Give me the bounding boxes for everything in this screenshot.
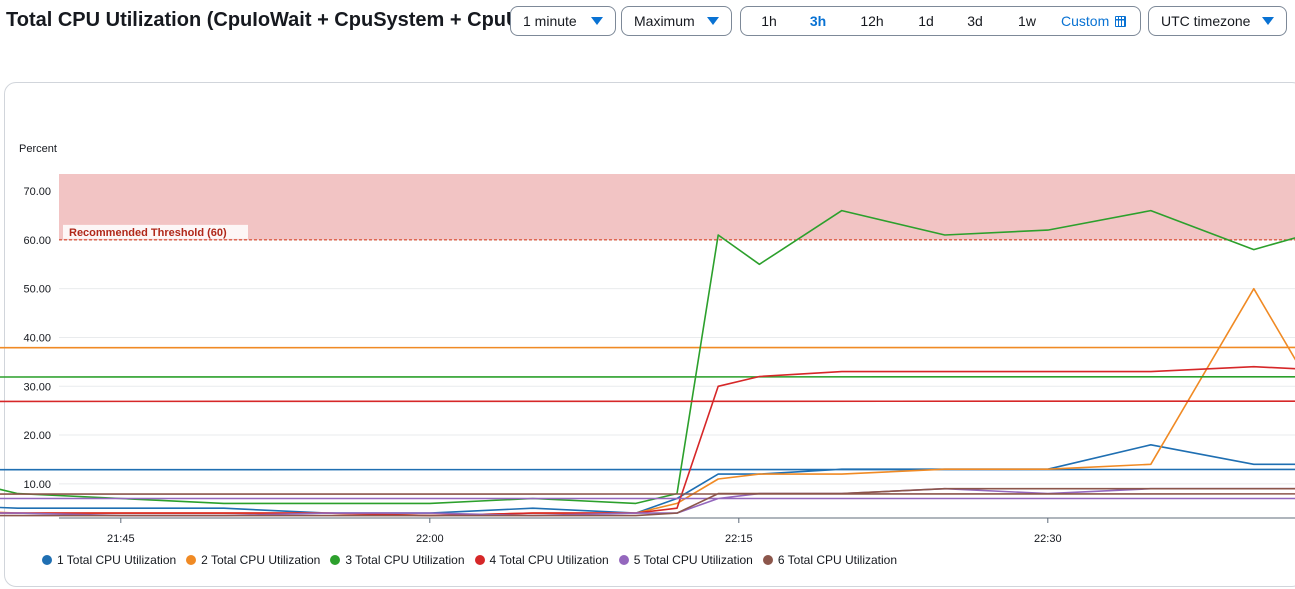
x-tick-label: 22:15 — [725, 533, 753, 545]
range-1w[interactable]: 1w — [1018, 13, 1036, 29]
legend-item-6[interactable]: 6 Total CPU Utilization — [762, 553, 898, 567]
y-axis-label: Percent — [19, 143, 57, 155]
y-tick-label: 30.00 — [23, 381, 51, 393]
legend-swatch — [474, 555, 485, 565]
series-line-3 — [0, 209, 1295, 505]
timezone-value: UTC timezone — [1161, 13, 1251, 29]
legend-label: 3 Total CPU Utilization — [345, 553, 465, 567]
y-tick-label: 70.00 — [23, 186, 51, 198]
series-line-4 — [0, 365, 1295, 517]
threshold-label: Recommended Threshold (60) — [69, 227, 227, 239]
legend-item-2[interactable]: 2 Total CPU Utilization — [186, 553, 320, 567]
x-tick-label: 21:45 — [107, 533, 135, 545]
legend-label: 1 Total CPU Utilization — [57, 553, 177, 567]
period-dropdown[interactable]: 1 minute — [510, 6, 616, 36]
legend-swatch — [762, 555, 773, 565]
legend: 1 Total CPU Utilization 2 Total CPU Utili… — [42, 553, 897, 567]
statistic-value: Maximum — [634, 13, 695, 29]
statistic-dropdown[interactable]: Maximum — [621, 6, 732, 36]
time-range-selector: 1h 3h 12h 1d 3d 1w Custom — [740, 6, 1141, 36]
x-tick-label: 22:30 — [1034, 533, 1062, 545]
page-title: Total CPU Utilization (CpuIoWait + CpuSy… — [6, 9, 512, 31]
period-value: 1 minute — [523, 13, 577, 29]
legend-item-4[interactable]: 4 Total CPU Utilization — [474, 553, 609, 567]
legend-label: 4 Total CPU Utilization — [489, 553, 609, 567]
series-lines — [0, 209, 1295, 517]
y-tick-label: 40.00 — [23, 332, 51, 344]
timezone-dropdown[interactable]: UTC timezone — [1148, 6, 1287, 36]
threshold: Recommended Threshold (60) — [59, 174, 1295, 241]
caret-down-icon — [591, 17, 603, 25]
x-ticks: 21:4522:0022:1522:3022:4523:0023:1523:30… — [59, 517, 1295, 545]
range-12h[interactable]: 12h — [860, 13, 884, 29]
y-tick-label: 10.00 — [23, 479, 51, 491]
legend-label: 6 Total CPU Utilization — [777, 553, 898, 567]
range-custom[interactable]: Custom — [1061, 13, 1127, 29]
range-1d[interactable]: 1d — [918, 13, 934, 29]
y-ticks: 10.00 20.00 30.00 40.00 50.00 60.00 70.00 — [23, 186, 51, 491]
series-line-1 — [0, 443, 1295, 514]
series-line-6 — [0, 487, 1295, 517]
legend-swatch — [42, 555, 52, 565]
threshold-label-bg — [63, 224, 248, 239]
range-1h[interactable]: 1h — [761, 13, 777, 29]
series-line-5 — [0, 487, 1295, 517]
legend-item-1[interactable]: 1 Total CPU Utilization — [42, 553, 176, 567]
calendar-icon — [1115, 15, 1127, 27]
y-tick-label: 20.00 — [23, 430, 51, 442]
legend-swatch — [186, 555, 197, 565]
range-3h[interactable]: 3h — [809, 13, 827, 29]
legend-item-3[interactable]: 3 Total CPU Utilization — [330, 553, 465, 567]
threshold-band — [59, 174, 1295, 240]
legend-item-5[interactable]: 5 Total CPU Utilization — [618, 553, 753, 567]
caret-down-icon — [707, 17, 719, 25]
y-tick-label: 60.00 — [23, 235, 51, 247]
legend-label: 5 Total CPU Utilization — [633, 553, 753, 567]
x-tick-label: 22:00 — [416, 533, 444, 545]
custom-label: Custom — [1061, 13, 1110, 29]
caret-down-icon — [1262, 17, 1274, 25]
range-3d[interactable]: 3d — [967, 13, 983, 29]
legend-label: 2 Total CPU Utilization — [201, 553, 321, 567]
legend-swatch — [618, 555, 629, 565]
legend-swatch — [330, 555, 341, 565]
y-tick-label: 50.00 — [23, 284, 51, 296]
